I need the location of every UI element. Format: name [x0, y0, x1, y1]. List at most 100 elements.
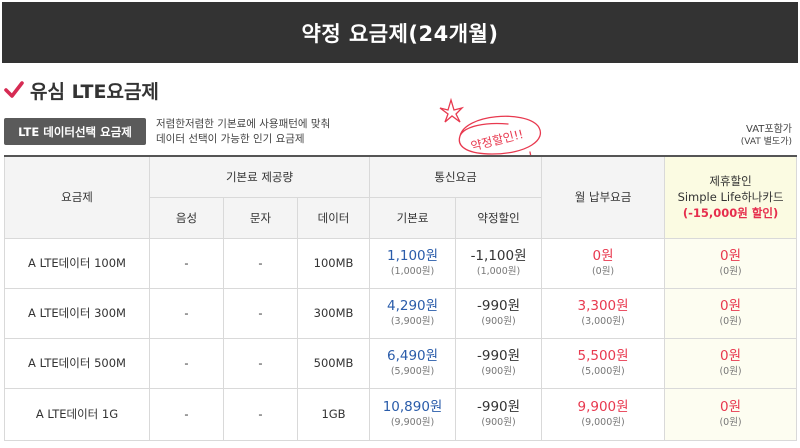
rate-table: 요금제 기본료 제공량 통신요금 월 납부요금 제휴할인 Simple Life… [4, 155, 798, 441]
promo-cell: 0원 (0원) [664, 237, 798, 289]
col-header-monthly-fee: 월 납부요금 [541, 155, 666, 239]
base-fee-sub: (5,900원) [390, 366, 435, 377]
promo-value: 0원 [720, 348, 742, 364]
sms-cell: - [223, 237, 298, 289]
col-header-voice: 음성 [149, 196, 224, 239]
discount-sub: (900원) [481, 417, 516, 428]
col-header-data: 데이터 [296, 196, 371, 239]
promo-header-line-2: Simple Life하나카드 [677, 190, 784, 205]
monthly-fee-cell: 3,300원 (3,000원) [541, 287, 666, 339]
promo-sub: (0원) [719, 366, 742, 377]
description-line-2: 데이터 선택이 가능한 인기 요금제 [156, 133, 305, 145]
star-doodle-icon [439, 97, 465, 123]
checkmark-icon [4, 81, 24, 98]
voice-cell: - [149, 237, 224, 289]
base-fee-sub: (1,000원) [390, 266, 435, 277]
table-row: A LTE데이터 500M - - 500MB 6,490원 (5,900원) -… [4, 337, 798, 389]
table-row: A LTE데이터 1G - - 1GB 10,890원 (9,900원) -990… [4, 387, 798, 441]
discount-cell: -990원 (900원) [455, 287, 543, 339]
base-fee-value: 6,490원 [386, 348, 439, 364]
plan-name-cell: A LTE데이터 300M [4, 287, 150, 339]
discount-sub: (900원) [481, 316, 516, 327]
page-title: 약정 요금제(24개월) [301, 21, 499, 46]
discount-sub: (1,000원) [476, 266, 521, 277]
discount-sub: (900원) [481, 366, 516, 377]
col-header-contract-discount: 약정할인 [455, 196, 543, 239]
monthly-fee-value: 9,900원 [577, 399, 629, 415]
discount-value: -990원 [477, 348, 521, 364]
monthly-fee-sub: (0원) [591, 266, 615, 277]
plan-name-cell: A LTE데이터 100M [4, 237, 150, 289]
col-header-promo: 제휴할인 Simple Life하나카드 (-15,000원 할인) [664, 155, 798, 239]
monthly-fee-sub: (3,000원) [581, 316, 625, 327]
discount-value: -990원 [477, 298, 521, 314]
voice-cell: - [149, 337, 224, 389]
sms-cell: - [223, 387, 298, 441]
plan-name-cell: A LTE데이터 500M [4, 337, 150, 389]
col-header-sms: 문자 [223, 196, 298, 239]
table-row: A LTE데이터 300M - - 300MB 4,290원 (3,900원) -… [4, 287, 798, 339]
base-fee-cell: 6,490원 (5,900원) [369, 337, 457, 389]
data-cell: 100MB [296, 237, 371, 289]
base-fee-value: 4,290원 [386, 298, 439, 314]
vat-included-label: VAT포함가 [746, 124, 792, 135]
stamp-circle [458, 115, 541, 155]
promo-value: 0원 [720, 399, 742, 415]
promo-sub: (0원) [719, 266, 742, 277]
col-header-base-fee: 기본료 [369, 196, 457, 239]
section-heading: 유심 LTE요금제 [4, 74, 159, 106]
vat-note: VAT포함가 (VAT 별도가) [741, 123, 792, 149]
discount-cell: -990원 (900원) [455, 387, 543, 441]
sms-cell: - [223, 287, 298, 339]
data-cell: 500MB [296, 337, 371, 389]
base-fee-value: 1,100원 [386, 248, 439, 264]
table-header-row: 요금제 기본료 제공량 통신요금 월 납부요금 제휴할인 Simple Life… [4, 155, 798, 239]
page-header-bar: 약정 요금제(24개월) [2, 2, 798, 63]
promo-cell: 0원 (0원) [664, 337, 798, 389]
contract-discount-stamp: 약정할인!! [439, 97, 541, 187]
plan-description: 저렴한저렴한 기본료에 사용패턴에 맞춰 데이터 선택이 가능한 인기 요금제 [156, 117, 330, 147]
monthly-fee-value: 3,300원 [577, 298, 629, 314]
promo-header-discount: (-15,000원 할인) [682, 206, 779, 221]
voice-cell: - [149, 387, 224, 441]
col-header-telecom-fee: 통신요금 [369, 155, 543, 198]
monthly-fee-value: 0원 [592, 248, 614, 264]
voice-cell: - [149, 287, 224, 339]
monthly-fee-cell: 5,500원 (5,000원) [541, 337, 666, 389]
description-line-1: 저렴한저렴한 기본료에 사용패턴에 맞춰 [156, 118, 331, 130]
monthly-fee-cell: 9,900원 (9,000원) [541, 387, 666, 441]
base-fee-cell: 10,890원 (9,900원) [369, 387, 457, 441]
promo-value: 0원 [720, 298, 742, 314]
stamp-text: 약정할인!! [469, 126, 525, 154]
promo-cell: 0원 (0원) [664, 287, 798, 339]
data-cell: 300MB [296, 287, 371, 339]
base-fee-sub: (3,900원) [390, 316, 435, 327]
section-title: 유심 LTE요금제 [30, 80, 159, 103]
discount-cell: -990원 (900원) [455, 337, 543, 389]
discount-value: -990원 [477, 399, 521, 415]
discount-value: -1,100원 [470, 248, 527, 264]
monthly-fee-cell: 0원 (0원) [541, 237, 666, 289]
data-cell: 1GB [296, 387, 371, 441]
monthly-fee-value: 5,500원 [577, 348, 629, 364]
vat-excluded-label: (VAT 별도가) [740, 137, 792, 147]
promo-cell: 0원 (0원) [664, 387, 798, 441]
base-fee-value: 10,890원 [382, 399, 443, 415]
base-fee-sub: (9,900원) [390, 417, 435, 428]
col-header-plan: 요금제 [4, 155, 150, 239]
plan-type-badge: LTE 데이터선택 요금제 [4, 118, 146, 145]
monthly-fee-sub: (5,000원) [581, 366, 625, 377]
promo-value: 0원 [720, 248, 742, 264]
plan-name-cell: A LTE데이터 1G [4, 387, 150, 441]
promo-sub: (0원) [719, 316, 742, 327]
promo-header-line-1: 제휴할인 [709, 174, 752, 189]
table-row: A LTE데이터 100M - - 100MB 1,100원 (1,000원) -… [4, 237, 798, 289]
sms-cell: - [223, 337, 298, 389]
promo-sub: (0원) [719, 417, 742, 428]
discount-cell: -1,100원 (1,000원) [455, 237, 543, 289]
base-fee-cell: 4,290원 (3,900원) [369, 287, 457, 339]
table-subheader-row: 음성 문자 데이터 기본료 약정할인 [5, 196, 797, 239]
monthly-fee-sub: (9,000원) [581, 417, 625, 428]
col-header-basic-provision: 기본료 제공량 [148, 155, 371, 198]
base-fee-cell: 1,100원 (1,000원) [369, 237, 457, 289]
